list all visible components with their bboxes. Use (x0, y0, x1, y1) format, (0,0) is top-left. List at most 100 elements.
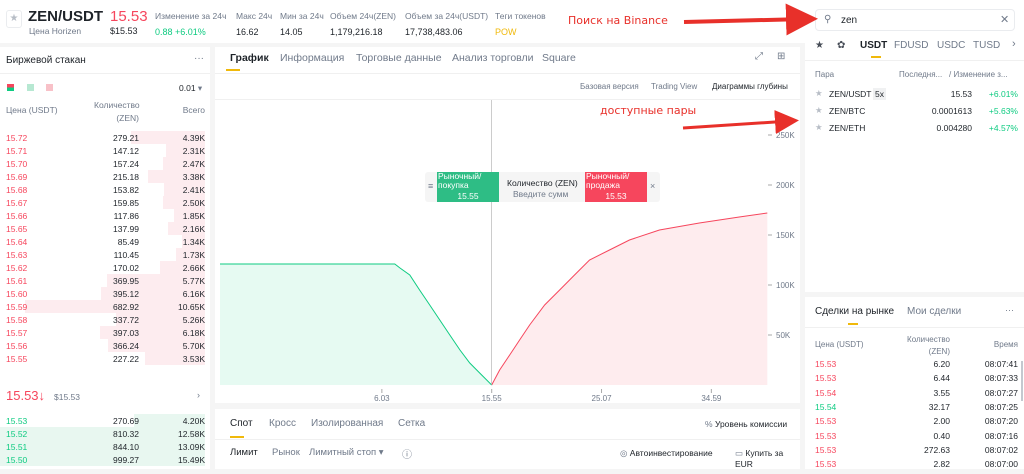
qty: 279.21 (113, 133, 139, 143)
buy-eur-link[interactable]: ▭ Купить за EUR (735, 448, 800, 469)
ask-row[interactable]: 15.57 397.03 6.18K (0, 326, 205, 339)
fullscreen-icon[interactable]: ⤢ (755, 51, 763, 62)
market-tab-usdc[interactable]: USDC (937, 40, 966, 51)
tab-trade-1[interactable]: Кросс (269, 418, 296, 429)
price: 15.57 (6, 328, 28, 338)
zones-tab-icon[interactable]: ✿ (837, 40, 846, 51)
bid-row[interactable]: 15.52 810.32 12.58K (0, 427, 205, 440)
pair-row[interactable]: ★ ZEN/ETH 0.004280 +4.57% (805, 120, 1024, 137)
bid-row[interactable]: 15.53 270.69 4.20K (0, 414, 205, 427)
ask-row[interactable]: 15.59 682.92 10.65K (0, 300, 205, 313)
layout-grid-icon[interactable]: ⊞ (777, 51, 786, 62)
pair-row[interactable]: ★ ZEN/BTC 0.0001613 +5.63% (805, 103, 1024, 120)
depth-bar (168, 222, 205, 235)
ask-row[interactable]: 15.70 157.24 2.47K (0, 157, 205, 170)
market-tab-fdusd[interactable]: FDUSD (894, 40, 929, 51)
pair-row[interactable]: ★ ZEN/USDT 5x 15.53 +6.01% (805, 86, 1024, 103)
view-asks-icon[interactable] (46, 84, 53, 91)
pair-change: +6.01% (988, 89, 1018, 99)
arrow-down-icon: ↓ (38, 388, 46, 403)
ask-row[interactable]: 15.65 137.99 2.16K (0, 222, 205, 235)
fee-level-link[interactable]: % Уровень комиссии (705, 419, 787, 429)
order-type-2[interactable]: Лимитный стоп ▾ (309, 447, 384, 458)
y-tick-label: 150K (776, 231, 795, 240)
chart-view-0[interactable]: Базовая версия (580, 82, 639, 91)
ask-row[interactable]: 15.71 147.12 2.31K (0, 144, 205, 157)
total: 5.77K (182, 276, 205, 286)
col-change[interactable]: / Изменение з... (949, 70, 1008, 79)
tab-my-trades[interactable]: Мои сделки (907, 306, 962, 317)
view-both-icon[interactable] (7, 84, 14, 91)
ask-row[interactable]: 15.69 215.18 3.38K (0, 170, 205, 183)
tab-trade-3[interactable]: Сетка (398, 418, 426, 429)
ask-row[interactable]: 15.56 366.24 5.70K (0, 339, 205, 352)
ask-row[interactable]: 15.66 117.86 1.85K (0, 209, 205, 222)
ask-row[interactable]: 15.61 369.95 5.77K (0, 274, 205, 287)
order-type-0[interactable]: Лимит (230, 447, 258, 458)
market-tab-tusd[interactable]: TUSD (973, 40, 1001, 51)
tab-chart-2[interactable]: Торговые данные (356, 52, 442, 64)
scrollbar[interactable] (1021, 361, 1023, 401)
clear-search-icon[interactable]: ✕ (1000, 14, 1010, 26)
tab-trade-2[interactable]: Изолированная (311, 418, 384, 429)
trade-row: 15.53 2.82 08:07:00 (805, 459, 1024, 474)
market-sell-button[interactable]: Рыночный/продажа 15.53 (585, 172, 647, 202)
ask-row[interactable]: 15.58 337.72 5.26K (0, 313, 205, 326)
ask-row[interactable]: 15.62 170.02 2.66K (0, 261, 205, 274)
tabs-next-icon[interactable]: › (1012, 38, 1016, 50)
ask-row[interactable]: 15.68 153.82 2.41K (0, 183, 205, 196)
col-last[interactable]: Последня... (899, 70, 943, 79)
depth-bar (159, 261, 205, 274)
chart-view-1[interactable]: Trading View (651, 82, 698, 91)
depth-bar (130, 131, 205, 144)
ask-row[interactable]: 15.72 279.21 4.39K (0, 131, 205, 144)
tab-chart-4[interactable]: Square (542, 52, 576, 64)
bid-row[interactable]: 15.50 999.27 15.49K (0, 453, 205, 466)
depth-bar (182, 235, 205, 248)
favorite-star-icon[interactable]: ★ (815, 105, 823, 115)
chevron-right-icon[interactable]: › (197, 390, 200, 400)
tab-chart-1[interactable]: Информация (280, 52, 345, 64)
favorite-star-icon[interactable]: ★ (815, 122, 823, 132)
more-button[interactable]: ··· (1005, 305, 1014, 315)
order-type-1[interactable]: Рынок (272, 447, 300, 458)
search-input[interactable]: ⚲ zen ✕ (815, 9, 1015, 31)
stat-4: Объем за 24ч(USDT) 17,738,483.06 (405, 11, 488, 37)
quick-trade-bar: ≡ Рыночный/покупка 15.55 Количество (ZEN)… (425, 172, 660, 202)
price: 15.58 (6, 315, 28, 325)
ask-row[interactable]: 15.64 85.49 1.34K (0, 235, 205, 248)
chevron-down-icon: ▾ (197, 83, 203, 93)
view-bids-icon[interactable] (27, 84, 34, 91)
auto-invest-link[interactable]: ◎ Автоинвестирование (620, 448, 713, 459)
tab-trade-0[interactable]: Спот (230, 418, 253, 429)
market-tab-usdt[interactable]: USDT (860, 40, 888, 51)
market-buy-button[interactable]: Рыночный/покупка 15.55 (437, 172, 499, 202)
trade-price: 15.54 (815, 387, 837, 398)
ask-row[interactable]: 15.67 159.85 2.50K (0, 196, 205, 209)
ask-row[interactable]: 15.60 395.12 6.16K (0, 287, 205, 300)
trade-qty: 2.00 (933, 416, 950, 427)
favorites-tab-icon[interactable]: ★ (815, 40, 824, 51)
tab-chart-0[interactable]: График (230, 52, 269, 64)
price: 15.63 (6, 250, 28, 260)
ask-row[interactable]: 15.55 227.22 3.53K (0, 352, 205, 365)
favorite-star-icon[interactable]: ★ (815, 88, 823, 98)
qty-input[interactable]: Введите сумм (513, 189, 569, 199)
close-icon[interactable]: × (650, 181, 656, 191)
depth-chart[interactable]: 6.03 15.55 25.07 34.59 50K 100K 150K 200K 250K (215, 100, 800, 403)
tab-market-trades[interactable]: Сделки на рынке (815, 306, 895, 317)
chart-view-2[interactable]: Диаграммы глубины (712, 82, 788, 91)
favorite-star-button[interactable]: ★ (6, 10, 22, 28)
drag-handle-icon[interactable]: ≡ (428, 181, 434, 191)
tab-chart-3[interactable]: Анализ торговли (452, 52, 534, 64)
info-icon[interactable]: ⓘ (402, 450, 412, 461)
stat-value: 17,738,483.06 (405, 27, 463, 37)
pair-subtitle-link[interactable]: Цена Horizen (29, 26, 82, 36)
stat-value: POW (495, 27, 517, 37)
ask-row[interactable]: 15.63 110.45 1.73K (0, 248, 205, 261)
bid-row[interactable]: 15.51 844.10 13.09K (0, 440, 205, 453)
depth-bar (100, 287, 205, 300)
more-button[interactable]: ··· (194, 53, 204, 64)
total: 5.26K (182, 315, 205, 325)
precision-select[interactable]: 0.01 ▾ (179, 83, 202, 94)
